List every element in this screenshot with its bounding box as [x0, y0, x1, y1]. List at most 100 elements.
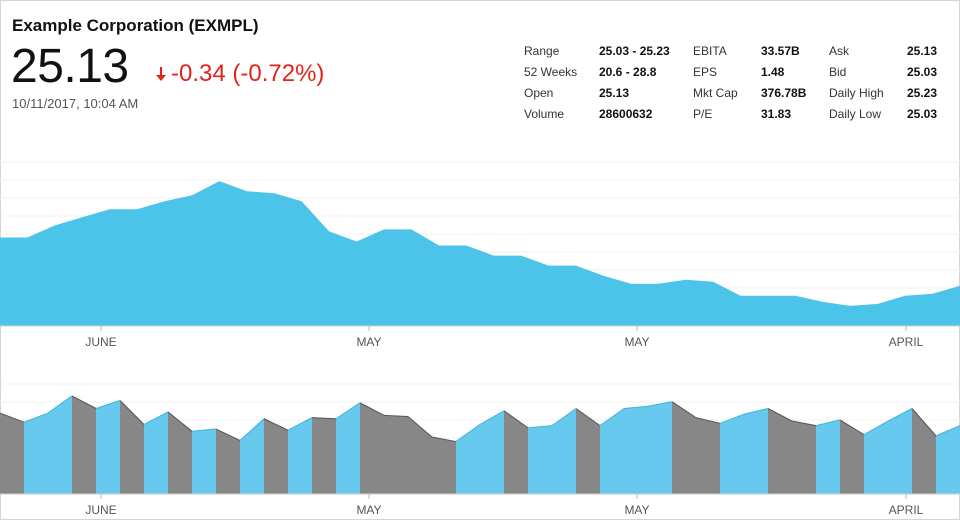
volume-segment-rising: [480, 410, 504, 494]
volume-segment-falling: [0, 413, 24, 494]
volume-outline: [47, 395, 73, 414]
volume-segment-falling: [264, 418, 288, 494]
stats-row: Range 25.03 - 25.23 EBITA 33.57B Ask 25.…: [520, 40, 947, 61]
volume-outline: [71, 395, 97, 409]
volume-segment-rising: [288, 417, 312, 494]
volume-segment-rising: [648, 401, 672, 494]
volume-segment-falling: [672, 401, 696, 494]
stat-value: 25.03: [907, 64, 938, 79]
volume-outline: [839, 419, 865, 436]
volume-segment-rising: [336, 402, 360, 494]
volume-segment-falling: [696, 417, 720, 494]
stat-label: Daily High: [829, 85, 884, 100]
volume-outline: [311, 417, 337, 420]
volume-outline: [95, 400, 121, 409]
volume-outline: [215, 428, 241, 441]
volume-outline: [863, 420, 889, 436]
x-tick-label: MAY: [356, 503, 381, 517]
x-tick-label: MAY: [624, 503, 649, 517]
x-tick-label: MAY: [624, 335, 649, 349]
stat-label: Ask: [829, 43, 850, 58]
volume-segment-rising: [528, 425, 552, 494]
volume-segment-falling: [216, 429, 240, 494]
volume-outline: [167, 411, 193, 432]
stat-value: 31.83: [761, 106, 792, 121]
volume-segment-rising: [552, 408, 576, 494]
volume-segment-rising: [48, 396, 72, 494]
stat-label: Bid: [829, 64, 847, 79]
volume-outline: [263, 418, 289, 431]
stat-label: Range: [524, 43, 560, 58]
volume-outline: [191, 428, 217, 432]
volume-outline: [119, 400, 145, 425]
arrow-down-icon: [156, 67, 166, 81]
volume-outline: [671, 401, 697, 419]
volume-outline: [935, 425, 960, 437]
stat-label: Open: [524, 85, 554, 100]
stat-value: 33.57B: [761, 43, 800, 58]
stat-label: Mkt Cap: [693, 85, 738, 100]
x-tick-label: JUNE: [85, 335, 116, 349]
volume-segment-rising: [864, 421, 888, 494]
stat-value: 20.6 - 28.8: [599, 64, 657, 79]
volume-segment-rising: [744, 408, 768, 494]
volume-outline: [647, 401, 673, 407]
volume-outline: [455, 424, 481, 442]
volume-segment-rising: [144, 411, 168, 494]
stat-label: EBITA: [693, 43, 727, 58]
stat-value: 25.03 - 25.23: [599, 43, 670, 58]
volume-outline: [239, 418, 265, 441]
volume-outline: [503, 410, 529, 429]
volume-segment-rising: [888, 408, 912, 494]
volume-segment-falling: [768, 408, 792, 494]
volume-segment-rising: [720, 414, 744, 494]
x-tick-label: APRIL: [889, 335, 924, 349]
volume-outline: [431, 436, 457, 443]
volume-outline: [527, 425, 553, 429]
volume-segment-falling: [384, 415, 408, 494]
volume-outline: [599, 408, 625, 427]
volume-outline: [359, 402, 385, 416]
volume-outline: [479, 410, 505, 425]
x-tick-label: JUNE: [85, 503, 116, 517]
volume-outline: [383, 414, 409, 417]
volume-outline: [695, 417, 721, 424]
volume-segment-rising: [600, 408, 624, 494]
volume-outline: [287, 417, 313, 431]
volume-segment-falling: [312, 417, 336, 494]
stat-label: 52 Weeks: [524, 64, 578, 79]
volume-segment-falling: [840, 419, 864, 494]
stat-value: 25.03: [907, 106, 938, 121]
volume-segment-falling: [576, 408, 600, 494]
stats-table: Range 25.03 - 25.23 EBITA 33.57B Ask 25.…: [520, 40, 947, 124]
volume-segment-rising: [96, 400, 120, 494]
volume-segment-falling: [408, 416, 432, 494]
volume-outline: [143, 411, 169, 425]
stat-value: 376.78B: [761, 85, 807, 100]
volume-segment-falling: [360, 402, 384, 494]
page-title: Example Corporation (EXMPL): [12, 16, 259, 35]
volume-outline: [719, 413, 745, 424]
volume-segment-rising: [240, 418, 264, 494]
volume-outline: [335, 402, 361, 420]
current-price: 25.13: [11, 40, 129, 93]
stat-value: 25.13: [907, 43, 938, 58]
timestamp: 10/11/2017, 10:04 AM: [12, 96, 139, 111]
volume-outline: [887, 408, 913, 422]
volume-outline: [791, 420, 817, 427]
volume-segment-rising: [192, 429, 216, 494]
stat-label: EPS: [693, 64, 718, 79]
stat-value: 25.13: [599, 85, 630, 100]
volume-outline: [575, 408, 601, 427]
volume-outline: [743, 408, 769, 415]
volume-segment-rising: [624, 406, 648, 494]
stat-value: 28600632: [599, 106, 653, 121]
volume-segment-falling: [432, 437, 456, 494]
volume-outline: [767, 408, 793, 422]
x-tick-label: APRIL: [889, 503, 924, 517]
volume-segment-falling: [912, 408, 936, 494]
volume-segment-falling: [504, 410, 528, 494]
stat-label: P/E: [693, 106, 713, 121]
volume-segment-rising: [24, 413, 48, 494]
